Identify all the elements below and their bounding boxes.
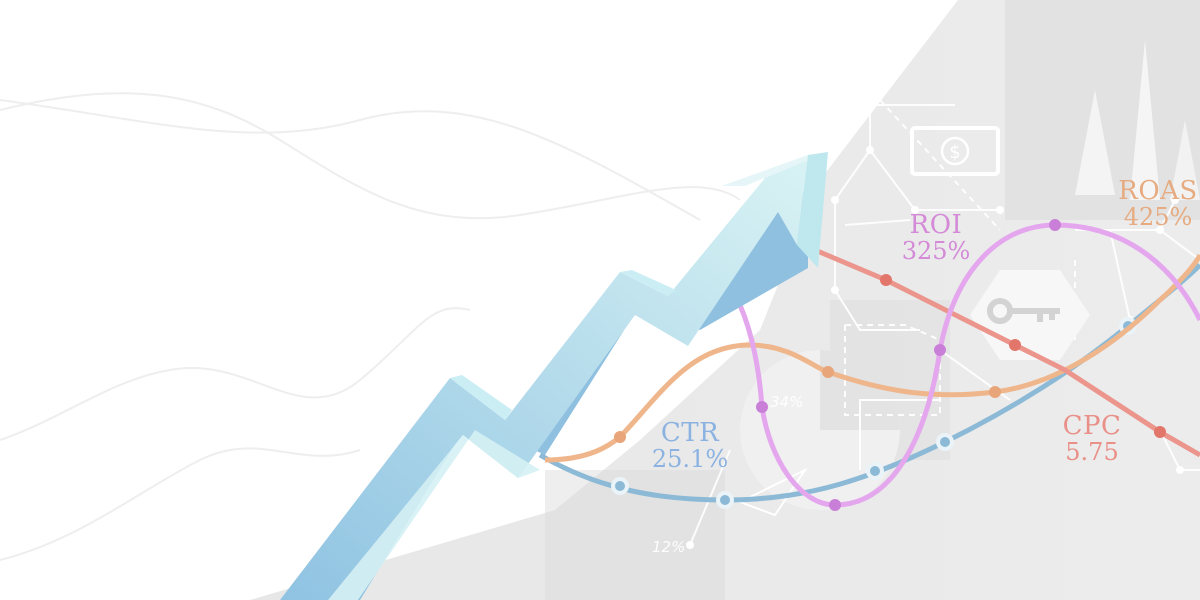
roas-metric: ROAS 425% bbox=[1103, 178, 1200, 229]
roi-point bbox=[829, 499, 841, 511]
ctr-point bbox=[716, 491, 734, 509]
small-percent-label: 12% bbox=[652, 538, 686, 556]
dollar-sign: $ bbox=[949, 142, 960, 163]
roi-label: ROI bbox=[909, 210, 963, 240]
growth-arrow-icon bbox=[280, 152, 828, 600]
roi-value: 325% bbox=[901, 236, 971, 265]
cpc-point bbox=[1154, 426, 1166, 438]
ctr-value: 25.1% bbox=[651, 444, 729, 473]
ctr-label: CTR bbox=[660, 418, 720, 448]
triangle-marker-icon bbox=[737, 467, 808, 517]
ctr-point bbox=[611, 477, 629, 495]
roas-value: 425% bbox=[1123, 202, 1193, 231]
cpc-label: CPC bbox=[1062, 411, 1122, 441]
cpc-value: 5.75 bbox=[1065, 437, 1119, 466]
cpc-point bbox=[880, 274, 892, 286]
background-panel bbox=[250, 0, 1200, 600]
roas-point bbox=[989, 386, 1001, 398]
faint-wave-lines bbox=[0, 92, 741, 561]
cpc-metric: CPC 5.75 bbox=[1042, 413, 1142, 464]
roas-point bbox=[614, 431, 626, 443]
ctr-point bbox=[936, 433, 954, 451]
roi-point bbox=[934, 344, 946, 356]
ctr-point bbox=[866, 462, 884, 480]
ctr-metric: CTR 25.1% bbox=[640, 420, 740, 471]
cpc-points bbox=[880, 274, 1166, 438]
roas-points bbox=[614, 366, 1001, 443]
roas-point bbox=[822, 366, 834, 378]
roi-points bbox=[756, 219, 1061, 511]
roi-point bbox=[756, 401, 768, 413]
roi-metric: ROI 325% bbox=[886, 212, 986, 263]
cpc-trend-line bbox=[814, 247, 1200, 458]
pie-percent-label: 34% bbox=[770, 393, 804, 411]
roas-label: ROAS bbox=[1118, 176, 1198, 206]
cpc-point bbox=[1009, 339, 1021, 351]
roi-point bbox=[1049, 219, 1061, 231]
money-bill-icon: $ bbox=[910, 126, 1000, 176]
